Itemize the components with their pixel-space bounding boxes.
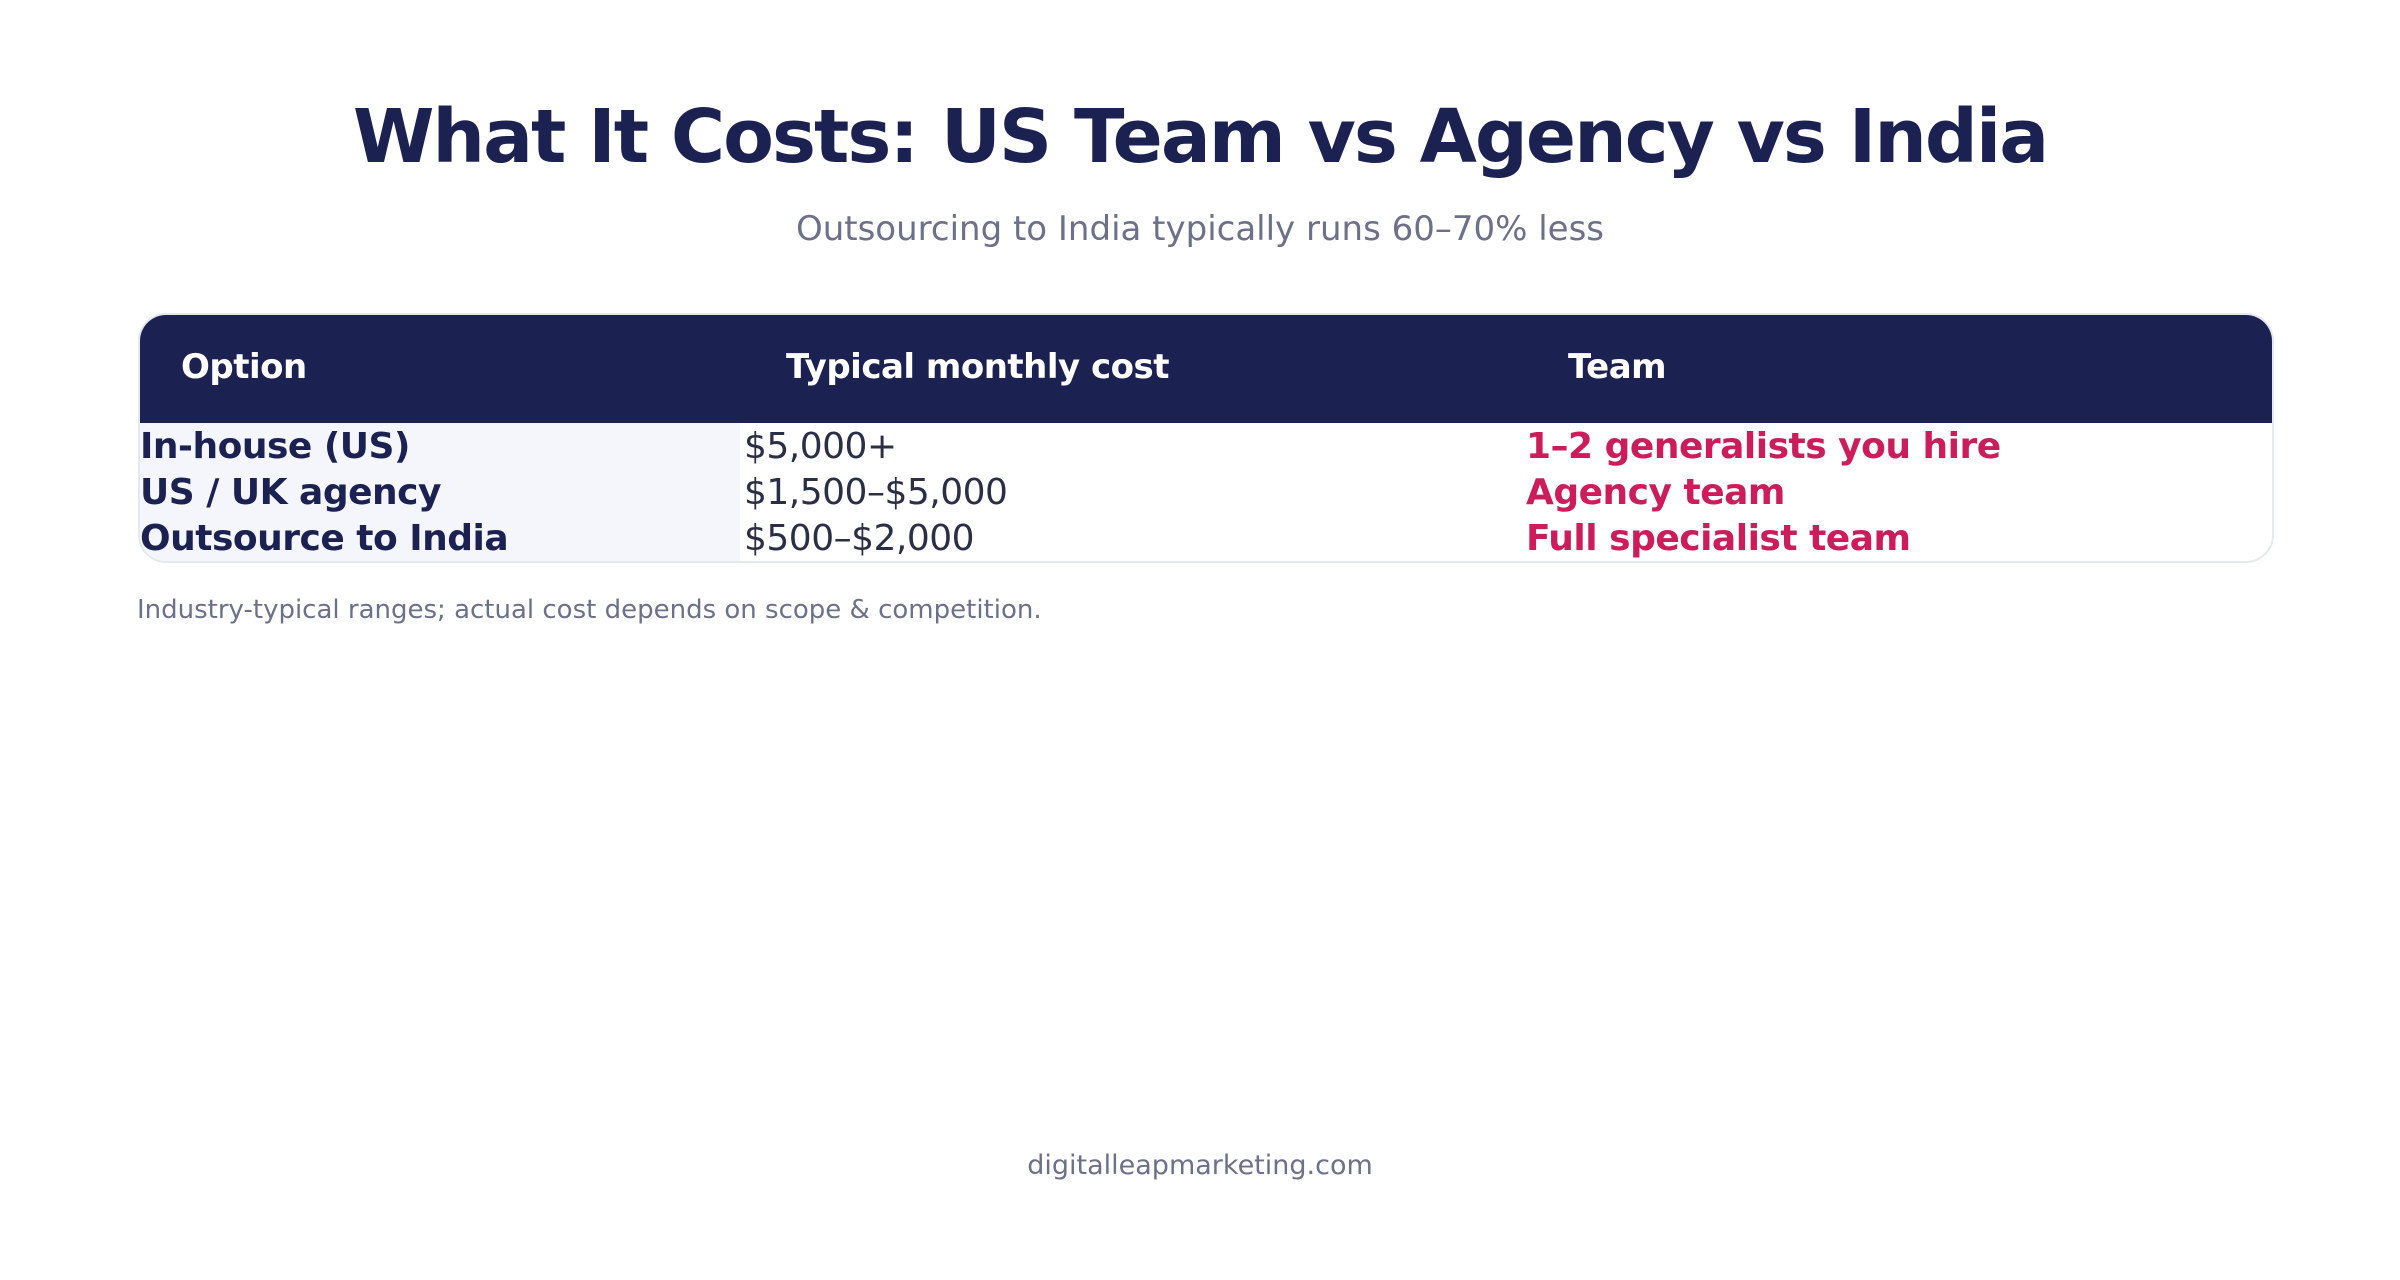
row-tint [140,423,740,469]
option-cell: US / UK agency [140,472,441,513]
team-cell: Full specialist team [1526,518,1911,559]
table-row: Outsource to India $500–$2,000 Full spec… [140,515,2272,561]
table-header: Option Typical monthly cost Team [140,315,2272,423]
cost-cell: $1,500–$5,000 [744,472,1008,513]
cost-comparison-table: Option Typical monthly cost Team In-hous… [138,313,2274,563]
table-row: US / UK agency $1,500–$5,000 Agency team [140,469,2272,515]
team-cell: 1–2 generalists you hire [1526,426,2001,467]
footnote: Industry-typical ranges; actual cost dep… [137,595,1042,625]
table-row: In-house (US) $5,000+ 1–2 generalists yo… [140,423,2272,469]
row-tint [140,469,740,515]
footer-domain: digitalleapmarketing.com [1027,1150,1373,1181]
team-cell: Agency team [1526,472,1785,513]
page-subtitle: Outsourcing to India typically runs 60–7… [795,209,1605,249]
cost-cell: $5,000+ [744,426,897,467]
row-tint [140,515,740,561]
option-cell: In-house (US) [140,426,410,467]
header-option: Option [181,347,307,387]
page-title: What It Costs: US Team vs Agency vs Indi… [352,94,2049,180]
table-body: In-house (US) $5,000+ 1–2 generalists yo… [140,423,2272,561]
header-team: Team [1568,347,1667,387]
option-cell: Outsource to India [140,518,509,559]
header-cost: Typical monthly cost [786,347,1170,387]
cost-cell: $500–$2,000 [744,518,975,559]
